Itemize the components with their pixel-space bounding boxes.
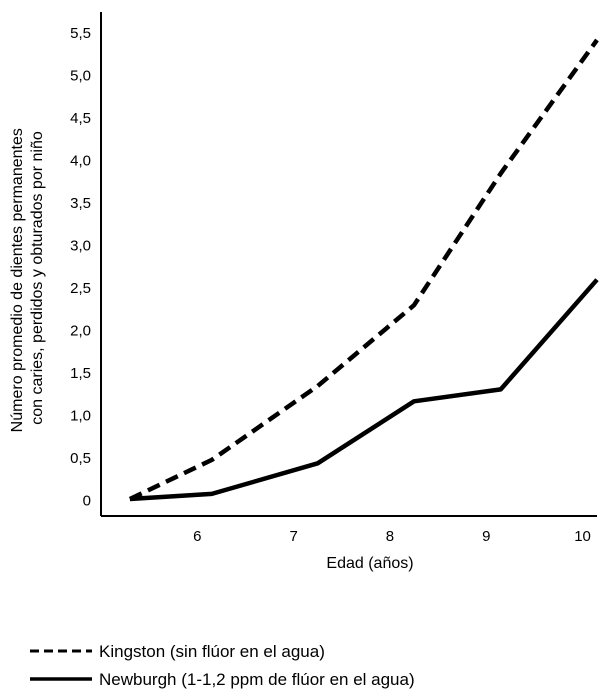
x-axis-title: Edad (años) bbox=[326, 555, 413, 572]
y-tick-label: 3,0 bbox=[70, 238, 91, 255]
y-ticks: 0 0,5 1,0 1,5 2,0 2,5 3,0 3,5 4,0 4,5 5,0 5,5 bbox=[70, 25, 91, 509]
x-tick-label: 9 bbox=[482, 528, 490, 545]
plot-area: 0 0,5 1,0 1,5 2,0 2,5 3,0 3,5 4,0 4,5 5,0 5,5 6 7 8 9 1… bbox=[70, 12, 599, 545]
y-tick-label: 1,5 bbox=[70, 365, 91, 382]
y-axis-title-line-1: Número promedio de dientes permanentes bbox=[9, 128, 26, 432]
y-tick-label: 1,0 bbox=[70, 408, 91, 425]
y-tick-label: 5,0 bbox=[70, 68, 91, 85]
legend-label-newburgh: Newburgh (1-1,2 ppm de flúor en el agua) bbox=[99, 670, 415, 689]
x-tick-label: 10 bbox=[574, 528, 591, 545]
legend-label-kingston: Kingston (sin flúor en el agua) bbox=[99, 642, 325, 661]
y-axis-title-line-2: con caries, perdidos y obturados por niñ… bbox=[29, 131, 46, 425]
series-line-newburgh bbox=[129, 278, 599, 502]
legend-item-kingston: Kingston (sin flúor en el agua) bbox=[30, 642, 325, 661]
x-tick-label: 8 bbox=[386, 528, 394, 545]
y-tick-label: 4,5 bbox=[70, 110, 91, 127]
x-ticks: 6 7 8 9 10 bbox=[193, 528, 591, 545]
y-tick-label: 2,0 bbox=[70, 323, 91, 340]
legend-item-newburgh: Newburgh (1-1,2 ppm de flúor en el agua) bbox=[30, 670, 415, 689]
series-line-kingston bbox=[128, 38, 599, 502]
y-tick-label: 5,5 bbox=[70, 25, 91, 42]
x-tick-label: 7 bbox=[289, 528, 297, 545]
y-tick-label: 2,5 bbox=[70, 280, 91, 297]
y-axis-title: Número promedio de dientes permanentes c… bbox=[9, 124, 46, 433]
x-tick-label: 6 bbox=[193, 528, 201, 545]
y-tick-label: 0,5 bbox=[70, 450, 91, 467]
series-layer bbox=[128, 38, 599, 502]
legend: Kingston (sin flúor en el agua) Newburgh… bbox=[30, 642, 415, 689]
y-tick-label: 0 bbox=[83, 493, 91, 510]
y-tick-label: 4,0 bbox=[70, 153, 91, 170]
y-tick-label: 3,5 bbox=[70, 195, 91, 212]
